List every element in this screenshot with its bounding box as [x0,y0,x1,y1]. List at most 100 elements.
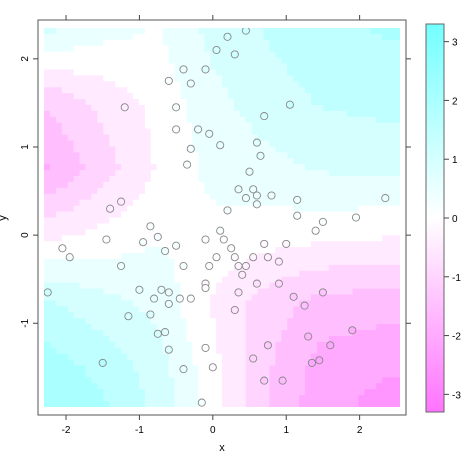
contour-cell [376,217,383,225]
contour-cell [281,93,288,100]
contour-cell [311,312,318,319]
contour-cell [245,69,253,76]
contour-cell [91,63,98,71]
contour-cell [293,176,300,183]
contour-cell [311,146,318,153]
contour-cell [127,401,134,407]
data-point [179,365,188,374]
contour-cell [322,122,330,130]
contour-cell [49,93,57,100]
contour-cell [186,288,193,296]
contour-cell [91,359,98,367]
contour-cell [133,258,140,266]
contour-cell [192,264,199,272]
contour-cell [222,241,229,248]
contour-cell [144,270,152,278]
contour-cell [370,181,377,189]
contour-cell [275,176,282,183]
contour-cell [91,223,98,230]
contour-cell [263,270,271,278]
contour-cell [370,51,377,59]
contour-cell [233,193,241,201]
contour-cell [109,122,116,130]
contour-cell [322,347,330,355]
data-point [150,294,159,303]
contour-cell [388,241,395,248]
contour-cell [133,217,140,225]
contour-cell [180,324,187,331]
contour-cell [281,371,288,378]
contour-cell [382,276,389,284]
contour-cell [144,57,152,65]
contour-cell [358,270,365,278]
contour-cell [49,383,57,390]
contour-cell [49,87,57,94]
contour-cell [257,75,265,82]
contour-cell [174,87,182,94]
contour-cell [370,33,377,41]
contour-cell [168,383,176,390]
contour-cell [79,93,87,100]
contour-cell [287,199,294,207]
contour-cell [281,69,288,76]
contour-cell [162,253,170,260]
contour-cell [245,104,253,112]
contour-cell [162,122,170,130]
contour-cell [144,152,152,159]
contour-cell [370,330,377,337]
contour-cell [376,347,383,355]
contour-cell [138,181,146,189]
contour-cell [144,347,152,355]
contour-cell [239,93,247,100]
contour-cell [281,389,288,396]
contour-cell [334,75,342,82]
contour-cell [352,122,360,130]
contour-cell [233,312,241,319]
contour-cell [198,211,205,219]
contour-cell [263,235,271,242]
contour-cell [91,217,98,225]
contour-cell [133,365,140,373]
contour-cell [222,294,229,301]
contour-cell [186,324,193,331]
contour-cell [133,389,140,396]
contour-cell [382,81,389,88]
contour-cell [210,140,217,148]
contour-cell [233,104,241,112]
contour-cell [322,264,330,272]
contour-cell [245,247,253,254]
contour-cell [281,318,288,325]
contour-cell [222,264,229,272]
contour-cell [115,140,122,148]
contour-cell [287,187,294,195]
contour-cell [216,110,223,118]
contour-cell [394,87,400,94]
contour-cell [67,241,75,248]
contour-cell [55,116,63,124]
contour-cell [115,294,122,301]
contour-cell [150,75,158,82]
contour-cell [204,318,211,325]
contour-cell [370,383,377,390]
contour-cell [233,81,241,88]
contour-cell [127,288,134,296]
contour-cell [257,81,265,88]
contour-cell [346,223,354,230]
contour-cell [328,365,336,373]
contour-cell [346,395,354,402]
contour-cell [174,276,182,284]
contour-cell [394,335,400,343]
contour-cell [91,324,98,331]
contour-cell [376,199,383,207]
contour-cell [358,359,365,367]
contour-cell [49,288,57,296]
y-tick-label: 0 [20,232,31,238]
contour-cell [269,170,276,177]
contour-cell [222,63,229,71]
contour-cell [251,110,259,118]
contour-cell [162,270,170,278]
contour-cell [61,28,69,35]
contour-cell [204,276,211,284]
contour-cell [162,110,170,118]
contour-cell [305,205,312,213]
